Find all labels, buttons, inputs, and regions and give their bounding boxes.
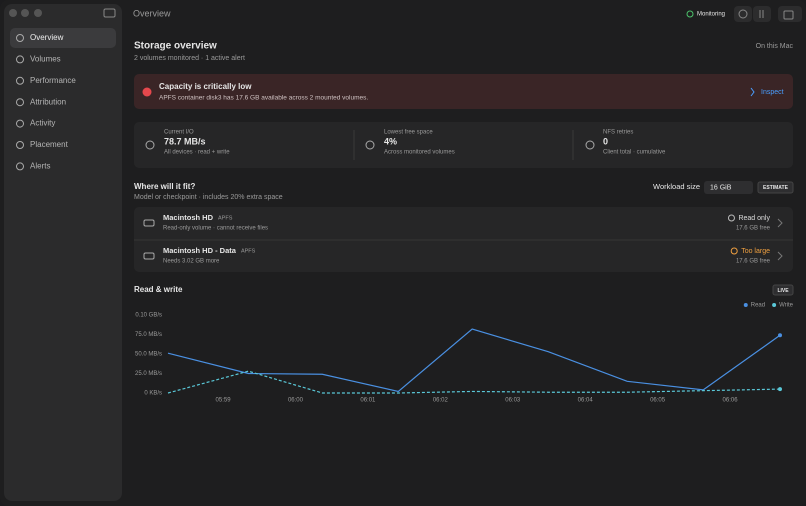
sidebar-icon	[16, 55, 24, 64]
live-label: LIVE	[777, 288, 789, 294]
x-tick-label: 05:59	[216, 398, 232, 404]
y-tick-label: 0 KB/s	[144, 391, 162, 397]
section-subtitle: Model or checkpoint · includes 20% extra…	[134, 194, 283, 201]
alert-banner	[134, 74, 793, 109]
sidebar-item[interactable]: Activity	[30, 119, 55, 128]
inspect-link[interactable]: Inspect	[761, 89, 784, 96]
x-tick-label: 06:06	[723, 398, 739, 404]
lock-icon	[727, 214, 735, 222]
stat-label: NFS retries	[603, 130, 633, 136]
page-title: Storage overview	[134, 41, 217, 52]
share-button[interactable]	[778, 6, 802, 22]
sidebar-item[interactable]: Performance	[30, 76, 76, 85]
volume-detail: Read-only volume · cannot receive files	[163, 226, 268, 232]
volume-icon	[143, 252, 155, 260]
scope-label: On this Mac	[756, 43, 794, 50]
chevron[interactable]	[777, 251, 783, 261]
y-tick-label: 0.10 GB/s	[135, 313, 162, 319]
x-tick-label: 06:03	[505, 398, 521, 404]
y-tick-label: 75.0 MB/s	[135, 332, 162, 338]
y-tick-label: 25.0 MB/s	[135, 371, 162, 377]
workload-select[interactable]	[704, 181, 753, 194]
alert-message: APFS container disk3 has 17.6 GB availab…	[159, 95, 368, 102]
sidebar-icon	[16, 162, 24, 171]
volume-free: 17.6 GB free	[736, 259, 771, 265]
x-tick-label: 06:05	[650, 398, 666, 404]
stat-icon	[585, 140, 595, 150]
volume-name: Macintosh HD	[163, 213, 214, 222]
estimate-label: ESTIMATE	[763, 185, 789, 191]
legend-label: Read	[751, 303, 765, 309]
sidebar-icon	[16, 141, 24, 149]
volume-detail: Needs 3.02 GB more	[163, 259, 220, 265]
volume-format: APFS	[218, 215, 233, 221]
data-line	[167, 370, 781, 394]
volume-status: Too large	[741, 248, 770, 255]
sidebar-icon	[16, 119, 24, 128]
workload-value: 16 GiB	[710, 184, 732, 191]
data-line	[167, 328, 781, 393]
alert-icon	[142, 87, 152, 97]
legend-swatch	[743, 303, 748, 307]
warning-icon	[730, 247, 738, 255]
chevron	[750, 87, 755, 97]
share-icon	[783, 10, 794, 20]
y-tick-label: 50.0 MB/s	[135, 352, 162, 358]
stat-value: 78.7 MB/s	[164, 136, 206, 146]
workload-label: Workload size	[653, 182, 700, 191]
sidebar	[4, 4, 122, 501]
volume-status: Read only	[738, 215, 770, 222]
x-tick-label: 06:00	[288, 398, 304, 404]
sidebar-item[interactable]: Volumes	[30, 55, 61, 64]
window-title: Overview	[133, 8, 171, 18]
stat-note: All devices · read + write	[164, 150, 230, 156]
sidebar-toggle[interactable]	[103, 8, 116, 18]
estimate-button[interactable]	[757, 181, 794, 194]
stat-label: Current I/O	[164, 130, 194, 136]
sidebar-selection	[10, 28, 116, 48]
x-tick-label: 06:01	[360, 398, 376, 404]
live-badge	[772, 284, 794, 296]
legend-swatch	[772, 303, 777, 307]
sidebar-item[interactable]: Overview	[30, 33, 64, 42]
section-title: Where will it fit?	[134, 182, 195, 191]
stats-panel	[134, 122, 793, 168]
x-tick-label: 06:02	[433, 398, 449, 404]
close-button[interactable]	[9, 9, 17, 17]
sidebar-icon	[16, 34, 24, 42]
refresh-icon	[738, 9, 748, 19]
volume-icon	[143, 219, 155, 227]
stat-note: Client total · cumulative	[603, 150, 666, 156]
status-icon	[686, 10, 694, 18]
volume-format: APFS	[241, 248, 256, 254]
chart-title: Read & write	[134, 285, 183, 294]
sidebar-item[interactable]: Attribution	[30, 97, 66, 106]
stat-label: Lowest free space	[384, 130, 433, 136]
pause-button[interactable]	[753, 6, 771, 22]
sidebar-icon	[16, 98, 24, 107]
chevron[interactable]	[777, 218, 783, 228]
stat-value: 0	[603, 136, 608, 146]
status-text: Monitoring	[697, 12, 725, 18]
stat-icon	[145, 140, 155, 150]
sidebar-item[interactable]: Placement	[30, 140, 69, 149]
stat-note: Across monitored volumes	[384, 150, 455, 156]
last-point	[778, 387, 782, 392]
minimize-button[interactable]	[21, 9, 29, 17]
alert-title: Capacity is critically low	[159, 82, 252, 91]
x-tick-label: 06:04	[578, 398, 594, 404]
sidebar-item[interactable]: Alerts	[30, 162, 50, 171]
last-point	[778, 333, 782, 338]
zoom-button[interactable]	[34, 9, 42, 17]
legend-label: Write	[779, 303, 794, 309]
refresh-button[interactable]	[734, 6, 752, 22]
volume-name: Macintosh HD - Data	[163, 246, 237, 255]
page-subtitle: 2 volumes monitored · 1 active alert	[134, 55, 245, 62]
sidebar-icon	[16, 76, 24, 85]
stat-value: 4%	[384, 136, 397, 146]
volume-free: 17.6 GB free	[736, 226, 771, 232]
stat-icon	[365, 140, 375, 150]
